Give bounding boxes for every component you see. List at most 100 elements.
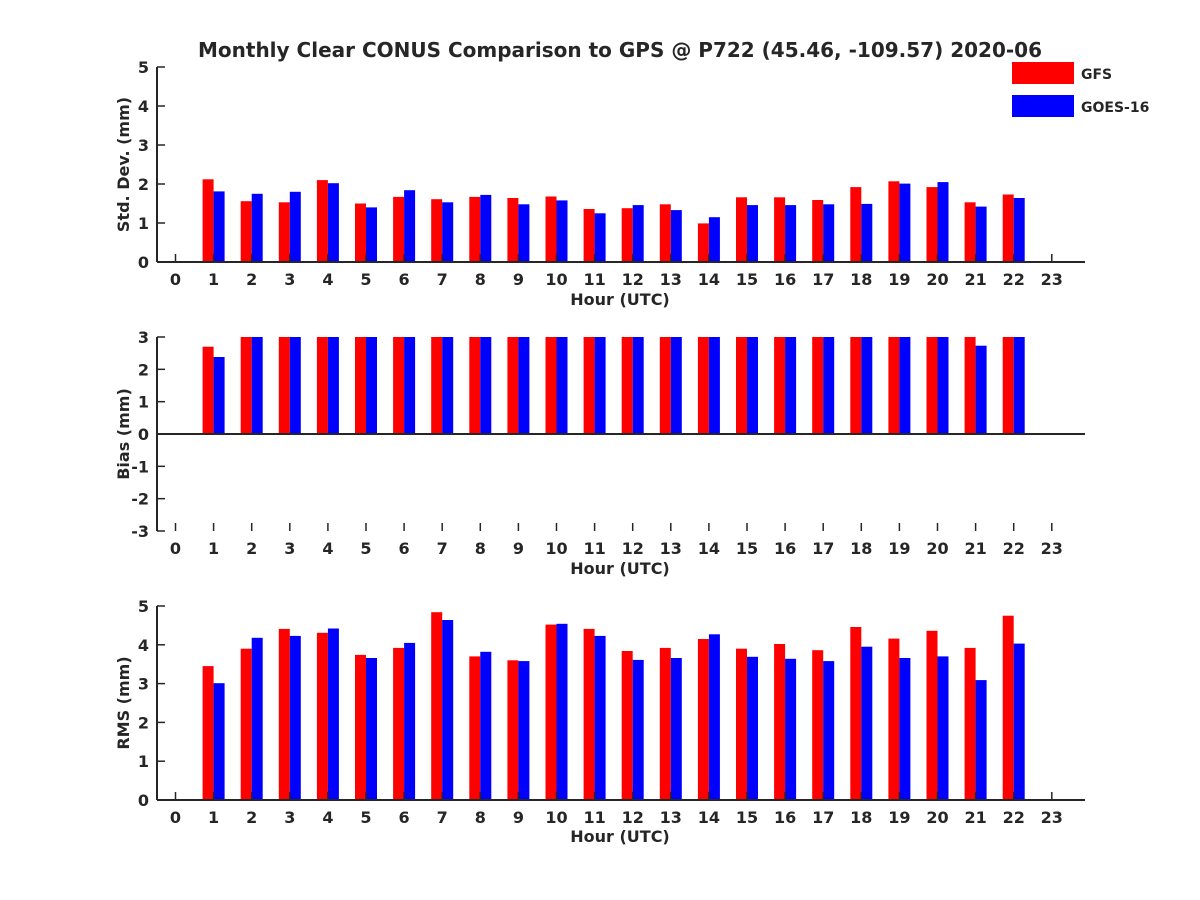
bar-goes-16-hour-19 [899,658,911,800]
bar-goes-16-hour-22 [1013,643,1025,800]
bar-gfs-hour-17 [812,337,824,434]
x-tick-label: 0 [170,270,181,289]
x-tick-label: 10 [545,808,567,827]
bar-gfs-hour-8 [469,656,481,800]
bar-gfs-hour-20 [926,187,938,262]
bar-gfs-hour-15 [736,648,747,800]
bar-gfs-hour-22 [1002,194,1014,262]
bar-gfs-hour-1 [202,346,214,434]
bar-gfs-hour-5 [355,203,366,262]
bar-goes-16-hour-2 [251,337,263,434]
bar-goes-16-hour-4 [327,337,339,434]
x-tick-label: 0 [170,808,181,827]
x-tick-label: 13 [660,808,682,827]
x-tick-label: 1 [208,270,219,289]
x-tick-label: 12 [622,270,644,289]
bar-goes-16-hour-20 [937,182,949,262]
bar-goes-16-hour-20 [937,337,949,434]
y-tick-label: 0 [138,253,149,272]
x-tick-label: 15 [736,808,758,827]
bar-goes-16-hour-7 [442,620,454,800]
bar-goes-16-hour-14 [708,217,720,262]
x-tick-label: 7 [437,539,448,558]
x-tick-label: 21 [964,808,986,827]
x-tick-label: 4 [322,539,333,558]
bar-goes-16-hour-3 [289,191,301,262]
bar-goes-16-hour-17 [823,204,835,262]
x-tick-label: 16 [774,539,796,558]
bar-goes-16-hour-13 [670,210,682,262]
bar-goes-16-hour-18 [861,337,873,434]
bar-goes-16-hour-17 [823,337,835,434]
bar-gfs-hour-12 [621,208,633,262]
x-tick-label: 14 [698,539,720,558]
y-tick-label: 1 [138,214,149,233]
bar-gfs-hour-7 [431,199,443,262]
legend: GFS GOES-16 [1012,62,1149,117]
bar-goes-16-hour-20 [937,656,949,800]
bar-goes-16-hour-12 [632,659,644,800]
bar-gfs-hour-2 [240,201,252,262]
x-tick-label: 1 [208,808,219,827]
bar-goes-16-hour-8 [480,651,492,800]
x-tick-label: 9 [513,270,524,289]
x-tick-label: 19 [888,808,910,827]
y-tick-label: -2 [131,490,149,509]
bar-goes-16-hour-16 [785,337,797,434]
bar-gfs-hour-19 [888,337,900,434]
x-tick-label: 5 [360,539,371,558]
bar-gfs-hour-7 [431,337,443,434]
bar-gfs-hour-22 [1002,337,1014,434]
bar-goes-16-hour-5 [366,658,377,800]
bar-gfs-hour-11 [583,628,595,800]
bar-gfs-hour-14 [697,639,709,800]
bar-gfs-hour-20 [926,337,938,434]
y-tick-label: 1 [138,752,149,771]
x-tick-label: 9 [513,808,524,827]
x-tick-label: 4 [322,270,333,289]
bar-gfs-hour-11 [583,209,595,262]
bar-goes-16-hour-8 [480,194,492,262]
x-tick-label: 19 [888,270,910,289]
bar-goes-16-hour-1 [213,191,225,262]
bar-goes-16-hour-17 [823,661,835,800]
x-tick-label: 22 [1003,539,1025,558]
bar-goes-16-hour-19 [899,337,911,434]
bar-goes-16-hour-2 [251,193,263,263]
bar-gfs-hour-2 [240,648,252,800]
bar-goes-16-hour-13 [670,658,682,800]
bar-gfs-hour-8 [469,337,481,434]
bar-gfs-hour-6 [393,647,405,800]
x-tick-label: 8 [475,270,486,289]
bar-goes-16-hour-19 [899,183,911,262]
x-tick-label: 16 [774,808,796,827]
x-tick-label: 7 [437,270,448,289]
y-tick-label: 0 [138,425,149,444]
y-tick-label: -1 [131,457,149,476]
bar-gfs-hour-15 [736,337,747,434]
y-tick-label: 3 [138,675,149,694]
bar-goes-16-hour-1 [213,357,225,434]
y-tick-label: 5 [138,597,149,616]
x-tick-label: 21 [964,539,986,558]
bar-gfs-hour-17 [812,200,824,262]
x-tick-label: 23 [1041,270,1063,289]
x-tick-label: 6 [399,539,410,558]
x-tick-label: 0 [170,539,181,558]
bar-goes-16-hour-9 [518,204,530,262]
bar-gfs-hour-18 [850,627,862,800]
x-tick-label: 10 [545,539,567,558]
x-tick-label: 3 [284,270,295,289]
x-tick-label: 18 [850,808,872,827]
x-tick-label: 18 [850,270,872,289]
x-tick-label: 17 [812,270,834,289]
x-tick-label: 9 [513,539,524,558]
x-tick-label: 20 [926,539,948,558]
x-tick-label: 11 [583,808,605,827]
y-tick-label: 3 [138,136,149,155]
bar-goes-16-hour-7 [442,337,454,434]
bar-goes-16-hour-18 [861,203,873,262]
bar-gfs-hour-5 [355,654,366,800]
x-tick-label: 4 [322,808,333,827]
